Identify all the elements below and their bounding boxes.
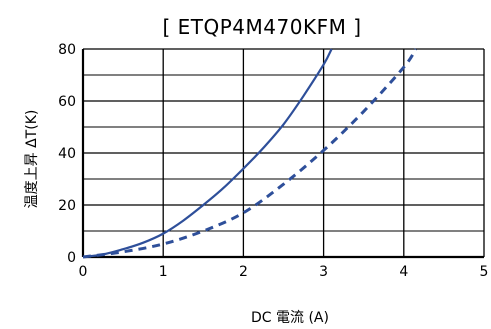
y-tick-label: 80 [58, 42, 76, 58]
chart-title: [ ETQP4M470KFM ] [162, 15, 361, 39]
x-tick-label: 2 [239, 264, 248, 280]
x-tick-label: 5 [480, 264, 489, 280]
y-tick-label: 20 [58, 198, 76, 214]
plot-series [82, 48, 418, 259]
x-tick-label: 4 [399, 264, 408, 280]
y-tick-label: 60 [58, 94, 76, 110]
y-tick-label: 0 [67, 250, 76, 266]
tick-labels: 0 1 2 3 4 5 0 20 40 60 80 [58, 42, 488, 280]
x-axis-label: DC 電流 (A) [251, 310, 329, 326]
y-axis-label: 温度上昇 ΔT(K) [24, 110, 40, 209]
series-line-solid [82, 48, 333, 259]
grid [81, 48, 485, 259]
x-tick-label: 1 [159, 264, 168, 280]
series-line-dashed [82, 48, 418, 259]
x-tick-label: 0 [79, 264, 88, 280]
y-tick-label: 40 [58, 146, 76, 162]
x-tick-label: 3 [319, 264, 328, 280]
